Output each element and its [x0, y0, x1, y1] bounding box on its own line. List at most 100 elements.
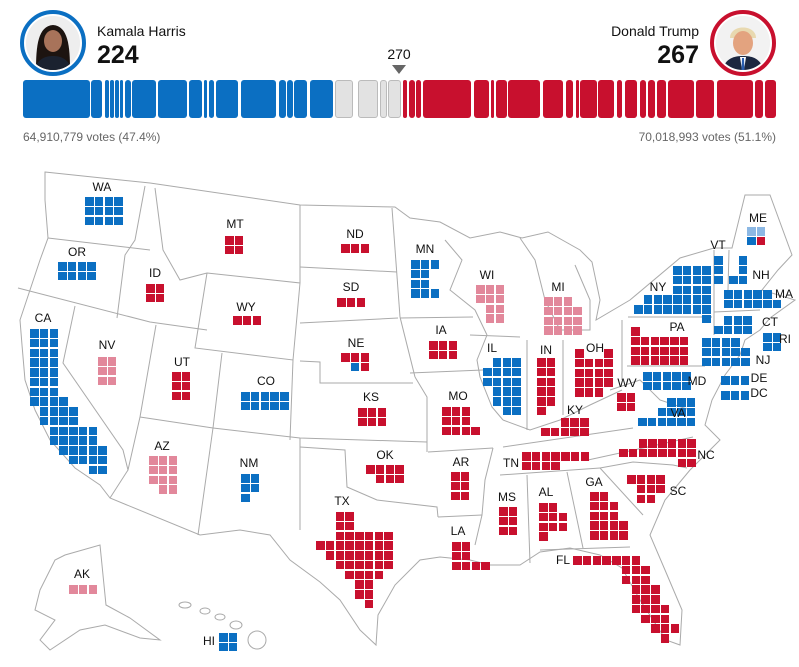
electoral-vote-tile [772, 333, 782, 342]
bar-segment-rep [624, 80, 638, 118]
electoral-vote-tile [104, 197, 114, 206]
electoral-vote-tile [104, 206, 114, 216]
electoral-vote-tile [280, 401, 289, 411]
electoral-vote-tile [621, 556, 631, 565]
electoral-vote-tile [619, 521, 628, 530]
electoral-vote-tile [522, 461, 531, 471]
state-label: NV [98, 338, 116, 352]
electoral-vote-tile [94, 216, 104, 226]
electoral-vote-tile [643, 295, 653, 304]
electoral-vote-tile [485, 294, 495, 304]
electoral-vote-tile [730, 376, 740, 385]
electoral-vote-tile [158, 465, 168, 475]
electoral-vote-tile [451, 407, 461, 416]
electoral-vote-tile [724, 299, 733, 309]
state-label: NM [239, 456, 259, 470]
electoral-vote-tile [741, 357, 750, 367]
electoral-vote-tile [599, 521, 609, 530]
electoral-vote-tile [49, 358, 59, 367]
electoral-vote-tile [651, 614, 660, 624]
electoral-vote-tile [729, 275, 738, 285]
electoral-vote-tile [384, 541, 393, 550]
electoral-vote-tile [233, 316, 242, 325]
electoral-vote-tile [49, 348, 59, 358]
electoral-vote-tile [546, 397, 556, 406]
electoral-vote-tile [621, 565, 631, 575]
electoral-vote-tile [364, 580, 374, 589]
bar-segment-rep [640, 80, 647, 118]
electoral-vote-tile [628, 448, 638, 458]
electoral-vote-tile [335, 512, 345, 521]
electoral-vote-tile [471, 426, 480, 436]
electoral-vote-tile [652, 372, 662, 381]
state-label: TX [334, 494, 350, 508]
electoral-vote-tile [594, 368, 604, 378]
electoral-vote-tile [107, 376, 117, 386]
electoral-vote-tile [260, 401, 270, 411]
electoral-vote-tile [492, 367, 502, 377]
electoral-vote-tile [573, 306, 582, 316]
electoral-vote-tile [560, 427, 570, 437]
bar-segment-dem [120, 80, 123, 118]
state-label: AR [452, 455, 470, 469]
electoral-vote-tile [541, 452, 551, 461]
electoral-vote-tile [553, 306, 563, 316]
electoral-vote-tile [580, 452, 590, 461]
electoral-vote-tile [741, 347, 750, 357]
electoral-vote-tile [87, 271, 96, 281]
bar-segment-rep [647, 80, 656, 118]
state-border [566, 471, 584, 549]
electoral-vote-tile [731, 347, 740, 357]
electoral-vote-tile [241, 474, 250, 483]
electoral-vote-tile [49, 338, 59, 348]
electoral-vote-tile [85, 216, 94, 226]
electoral-vote-tile [604, 349, 613, 358]
electoral-vote-tile [78, 455, 88, 465]
electoral-vote-tile [411, 279, 420, 289]
electoral-vote-tile [663, 295, 672, 304]
electoral-vote-tile [39, 348, 49, 358]
bar-segment-rep [508, 80, 541, 118]
state-label: ME [749, 211, 767, 225]
electoral-vote-tile [682, 372, 691, 381]
bar-segment-dem [216, 80, 239, 118]
electoral-vote-tile [495, 304, 505, 314]
electoral-vote-tile [687, 439, 696, 448]
electoral-vote-tile [30, 338, 39, 348]
electoral-vote-tile [492, 358, 502, 367]
electoral-vote-tile [673, 275, 682, 285]
electoral-vote-tile [355, 580, 364, 589]
electoral-vote-tile [364, 551, 374, 560]
electoral-vote-tile [711, 357, 721, 367]
electoral-vote-tile [158, 475, 168, 485]
electoral-vote-tile [355, 560, 364, 570]
electoral-vote-tile [631, 595, 641, 604]
bar-segment-uncalled [379, 80, 387, 118]
harris-name: Kamala Harris [97, 23, 186, 39]
electoral-vote-tile [39, 377, 49, 387]
electoral-vote-tile [495, 314, 505, 323]
electoral-vote-tile [631, 346, 640, 356]
electoral-vote-tile [747, 236, 756, 246]
electoral-vote-tile [461, 542, 471, 551]
state-label: KY [566, 403, 584, 417]
hawaii-island [214, 613, 226, 621]
electoral-vote-tile [672, 381, 681, 391]
electoral-vote-tile [58, 262, 67, 271]
state-label: PA [669, 320, 685, 334]
electoral-vote-tile [355, 570, 364, 580]
state-border [116, 185, 146, 319]
state-border [427, 447, 494, 453]
electoral-vote-tile [234, 245, 244, 255]
electoral-vote-tile [553, 326, 563, 335]
electoral-vote-tile [104, 216, 114, 226]
state-label: IN [540, 343, 552, 357]
electoral-vote-tile [590, 511, 599, 521]
electoral-vote-tile [617, 402, 626, 412]
electoral-vote-tile [594, 358, 604, 368]
electoral-vote-tile [250, 474, 260, 483]
electoral-vote-tile [49, 407, 59, 416]
bar-segment-rep [490, 80, 495, 118]
electoral-vote-tile [67, 262, 77, 271]
electoral-vote-tile [650, 336, 660, 346]
